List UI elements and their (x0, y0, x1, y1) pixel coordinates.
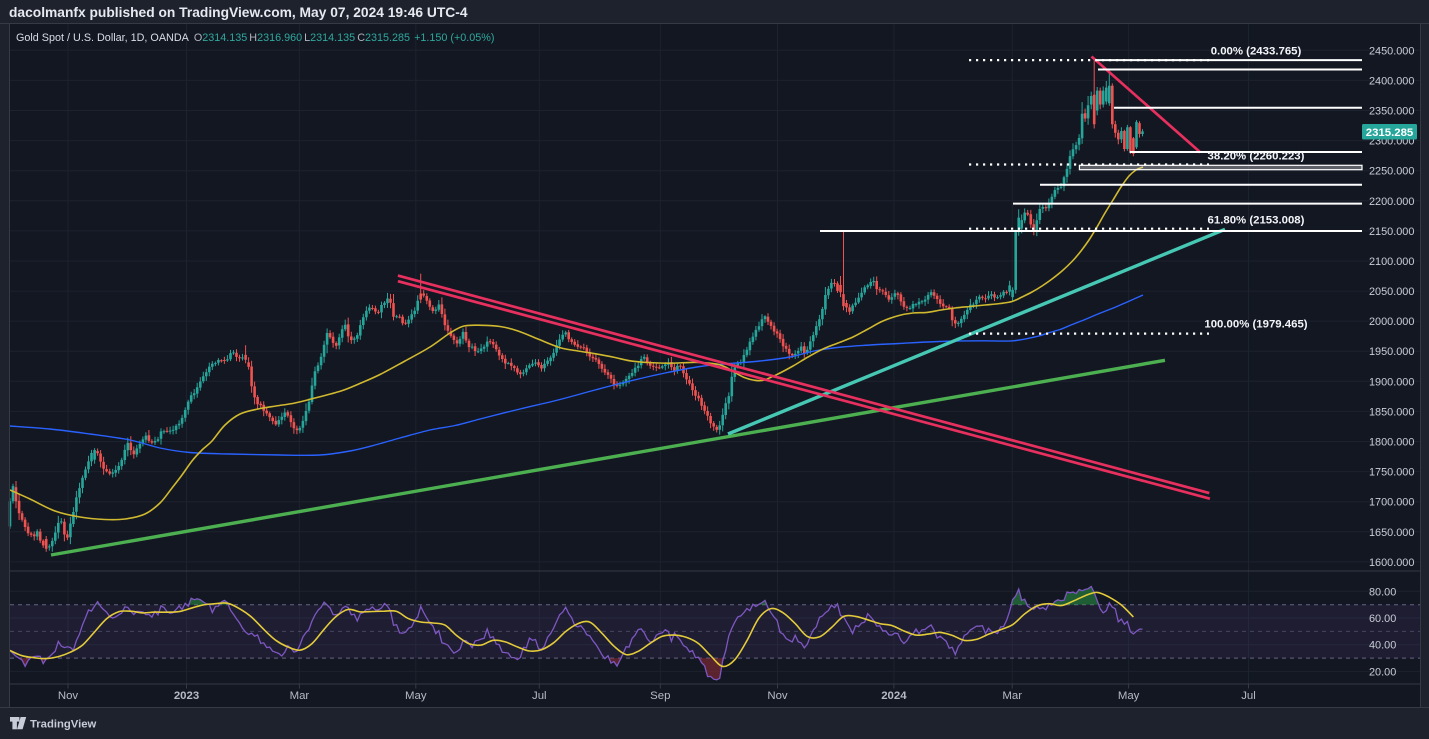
svg-text:Mar: Mar (1002, 690, 1022, 702)
svg-text:2000.000: 2000.000 (1369, 316, 1414, 328)
svg-text:Sep: Sep (650, 690, 670, 702)
svg-text:May: May (405, 690, 427, 702)
svg-text:1750.000: 1750.000 (1369, 467, 1414, 479)
svg-text:2100.000: 2100.000 (1369, 256, 1414, 268)
svg-text:38.20% (2260.223): 38.20% (2260.223) (1208, 151, 1305, 163)
svg-text:2023: 2023 (174, 690, 199, 702)
svg-text:2150.000: 2150.000 (1369, 226, 1414, 238)
svg-text:100.00% (1979.465): 100.00% (1979.465) (1204, 319, 1307, 331)
svg-text:1600.000: 1600.000 (1369, 557, 1414, 569)
svg-text:1650.000: 1650.000 (1369, 527, 1414, 539)
svg-text:Jul: Jul (1241, 690, 1256, 702)
svg-text:0.00% (2433.765): 0.00% (2433.765) (1211, 46, 1302, 58)
svg-text:2400.000: 2400.000 (1369, 75, 1414, 87)
svg-text:Mar: Mar (290, 690, 310, 702)
svg-text:May: May (1118, 690, 1140, 702)
svg-text:20.00: 20.00 (1369, 666, 1396, 678)
svg-text:2350.000: 2350.000 (1369, 106, 1414, 118)
svg-text:1850.000: 1850.000 (1369, 406, 1414, 418)
svg-text:1950.000: 1950.000 (1369, 346, 1414, 358)
svg-text:2024: 2024 (881, 690, 907, 702)
svg-text:1800.000: 1800.000 (1369, 437, 1414, 449)
svg-text:1700.000: 1700.000 (1369, 497, 1414, 509)
svg-text:2050.000: 2050.000 (1369, 286, 1414, 298)
svg-text:2450.000: 2450.000 (1369, 45, 1414, 57)
svg-text:dacolmanfx published on Tradin: dacolmanfx published on TradingView.com,… (9, 5, 468, 20)
svg-text:60.00: 60.00 (1369, 613, 1396, 625)
svg-text:TradingView: TradingView (30, 719, 97, 731)
svg-text:2200.000: 2200.000 (1369, 196, 1414, 208)
svg-text:1900.000: 1900.000 (1369, 376, 1414, 388)
svg-text:Jul: Jul (532, 690, 547, 702)
svg-text:Gold Spot / U.S. Dollar, 1D, O: Gold Spot / U.S. Dollar, 1D, OANDA O2314.… (16, 32, 495, 44)
svg-text:Nov: Nov (58, 690, 79, 702)
svg-text:40.00: 40.00 (1369, 640, 1396, 652)
svg-text:61.80% (2153.008): 61.80% (2153.008) (1208, 215, 1305, 227)
svg-text:2315.285: 2315.285 (1366, 127, 1414, 139)
svg-text:2250.000: 2250.000 (1369, 166, 1414, 178)
svg-text:Nov: Nov (767, 690, 788, 702)
svg-text:80.00: 80.00 (1369, 586, 1396, 598)
